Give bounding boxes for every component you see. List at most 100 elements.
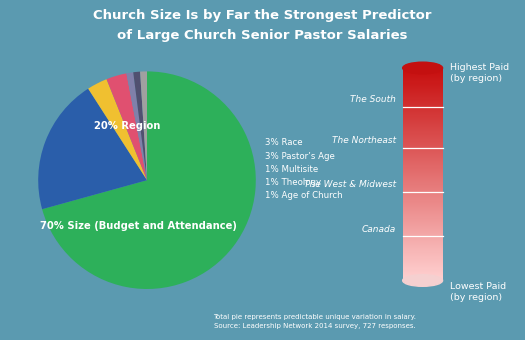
Bar	[403, 263, 443, 265]
Bar	[403, 202, 443, 203]
Bar	[403, 199, 443, 201]
Bar	[403, 271, 443, 272]
Bar	[403, 134, 443, 135]
Bar	[403, 125, 443, 126]
Text: The Northeast: The Northeast	[332, 136, 396, 145]
Bar	[403, 209, 443, 210]
Wedge shape	[88, 79, 147, 180]
Bar	[403, 231, 443, 233]
Bar	[403, 106, 443, 107]
Bar	[403, 112, 443, 114]
Bar	[403, 70, 443, 71]
Bar	[403, 103, 443, 104]
Bar	[403, 260, 443, 261]
Bar	[403, 90, 443, 91]
Bar	[403, 159, 443, 160]
Bar	[403, 140, 443, 141]
Bar	[403, 92, 443, 94]
Bar	[403, 222, 443, 223]
Bar	[403, 206, 443, 207]
Bar	[403, 225, 443, 226]
Bar	[403, 278, 443, 279]
Bar	[403, 84, 443, 85]
Text: 3% Race: 3% Race	[265, 138, 302, 147]
Bar	[403, 97, 443, 99]
Bar	[403, 174, 443, 175]
Bar	[403, 226, 443, 227]
Bar	[403, 205, 443, 206]
Bar	[403, 139, 443, 140]
Bar	[403, 89, 443, 90]
Bar	[403, 94, 443, 96]
Bar	[403, 245, 443, 246]
Ellipse shape	[403, 275, 443, 286]
Wedge shape	[42, 71, 256, 289]
Bar	[403, 99, 443, 100]
Bar	[403, 110, 443, 112]
Bar	[403, 71, 443, 72]
Bar	[403, 72, 443, 73]
Bar	[403, 144, 443, 146]
Bar	[403, 74, 443, 75]
Bar	[403, 83, 443, 84]
Wedge shape	[133, 72, 147, 180]
Bar	[403, 143, 443, 144]
Bar	[403, 213, 443, 215]
Bar	[403, 131, 443, 133]
Bar	[403, 86, 443, 87]
Bar	[403, 203, 443, 204]
Bar	[403, 156, 443, 157]
Text: of Large Church Senior Pastor Salaries: of Large Church Senior Pastor Salaries	[117, 29, 408, 42]
Bar	[403, 68, 443, 69]
Bar	[403, 262, 443, 264]
Bar	[403, 197, 443, 199]
Bar	[403, 228, 443, 230]
Bar	[403, 274, 443, 275]
Bar	[403, 95, 443, 97]
Bar	[403, 237, 443, 238]
Bar	[403, 157, 443, 158]
Bar	[403, 135, 443, 136]
Bar	[403, 214, 443, 216]
Bar	[403, 129, 443, 131]
Ellipse shape	[403, 62, 443, 74]
Text: Church Size Is by Far the Strongest Predictor: Church Size Is by Far the Strongest Pred…	[93, 8, 432, 21]
Bar	[403, 256, 443, 257]
Bar	[403, 277, 443, 278]
Bar	[403, 219, 443, 220]
Bar	[403, 170, 443, 171]
Bar	[403, 259, 443, 260]
Bar	[403, 247, 443, 249]
Bar	[403, 111, 443, 113]
Bar	[403, 151, 443, 152]
Bar	[403, 279, 443, 280]
Bar	[403, 81, 443, 82]
Bar	[403, 100, 443, 101]
Bar	[403, 266, 443, 268]
Bar	[403, 179, 443, 181]
Bar	[403, 185, 443, 186]
Bar	[403, 117, 443, 118]
Bar	[403, 155, 443, 156]
Bar	[403, 73, 443, 74]
Bar	[403, 229, 443, 231]
Bar	[403, 252, 443, 253]
Bar	[403, 248, 443, 250]
Bar	[403, 223, 443, 224]
Bar	[403, 122, 443, 123]
Bar	[403, 147, 443, 149]
Text: Canada: Canada	[362, 225, 396, 234]
Bar	[403, 212, 443, 214]
Bar	[403, 173, 443, 174]
Bar	[403, 235, 443, 236]
Bar	[403, 153, 443, 154]
Text: 1% Age of Church: 1% Age of Church	[265, 191, 342, 200]
Bar	[403, 102, 443, 103]
Bar	[403, 105, 443, 106]
Bar	[403, 189, 443, 190]
Bar	[403, 188, 443, 189]
Bar	[403, 108, 443, 109]
Bar	[403, 240, 443, 241]
Bar	[403, 119, 443, 120]
Bar	[403, 166, 443, 167]
